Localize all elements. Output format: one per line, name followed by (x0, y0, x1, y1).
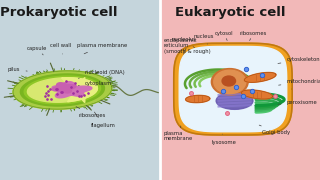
Polygon shape (174, 43, 292, 135)
Text: pilus: pilus (8, 67, 27, 72)
Ellipse shape (214, 70, 246, 94)
Polygon shape (52, 83, 76, 93)
Text: nucleolus: nucleolus (171, 37, 196, 48)
Text: capsule: capsule (27, 46, 48, 55)
Text: nucleus: nucleus (194, 33, 214, 44)
Text: cytoplasm: cytoplasm (78, 81, 112, 86)
Text: ribosomes: ribosomes (76, 107, 106, 118)
Ellipse shape (211, 69, 248, 95)
Polygon shape (13, 71, 112, 109)
Bar (160, 0, 320, 180)
Text: Eukaryotic cell: Eukaryotic cell (175, 6, 286, 19)
Text: nucleoid (DNA): nucleoid (DNA) (78, 70, 124, 78)
Polygon shape (28, 78, 97, 102)
Text: plasma membrane: plasma membrane (77, 43, 127, 54)
Text: peroxisome: peroxisome (278, 100, 317, 105)
Text: endoplasmic
reticulum
(smooth & rough): endoplasmic reticulum (smooth & rough) (164, 38, 211, 54)
Text: cytosol: cytosol (214, 31, 233, 40)
Polygon shape (244, 73, 276, 82)
Text: lysosome: lysosome (211, 134, 236, 145)
Text: flagellum: flagellum (91, 112, 116, 128)
Polygon shape (186, 95, 210, 103)
Polygon shape (179, 46, 287, 132)
Text: plasma
membrane: plasma membrane (164, 126, 193, 141)
Polygon shape (20, 74, 104, 106)
Ellipse shape (222, 76, 236, 86)
Text: Prokaryotic cell: Prokaryotic cell (0, 6, 118, 19)
Polygon shape (13, 71, 112, 109)
Ellipse shape (216, 92, 253, 109)
Polygon shape (24, 76, 100, 104)
Bar (0, 0, 160, 180)
Text: cell wall: cell wall (50, 43, 71, 54)
Text: cytoskeleton: cytoskeleton (278, 57, 320, 64)
Text: Golgi body: Golgi body (259, 125, 291, 135)
Polygon shape (62, 77, 97, 103)
Polygon shape (241, 90, 273, 99)
Polygon shape (52, 82, 92, 98)
Text: mitochondria: mitochondria (279, 79, 320, 85)
Text: ribosomes: ribosomes (240, 31, 268, 40)
